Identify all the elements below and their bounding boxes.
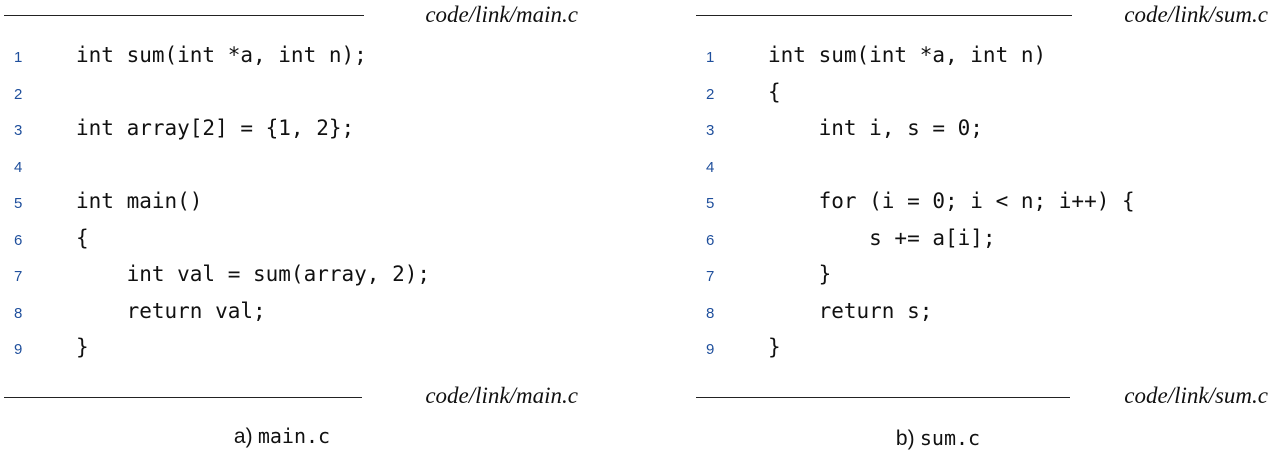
code-line: 7 }: [692, 259, 1268, 296]
caption-label: b): [895, 427, 915, 450]
line-number: 3: [706, 122, 715, 139]
line-number: 9: [14, 341, 23, 358]
line-number: 5: [706, 195, 715, 212]
code-text: int val = sum(array, 2);: [76, 262, 431, 286]
caption-label: a): [233, 425, 253, 448]
code-line: 2 {: [692, 77, 1268, 114]
code-line: 3 int array[2] = {1, 2};: [0, 113, 578, 150]
code-text: for (i = 0; i < n; i++) {: [768, 189, 1135, 213]
header-file-path: code/link/sum.c: [1124, 2, 1268, 27]
code-text: int i, s = 0;: [768, 116, 983, 140]
code-line: 5 for (i = 0; i < n; i++) {: [692, 186, 1268, 223]
footer-rule: [4, 397, 362, 398]
line-number: 6: [706, 231, 715, 249]
line-number: 5: [14, 195, 23, 212]
code-text: int sum(int *a, int n): [768, 43, 1047, 67]
listing-footer: code/link/sum.c: [692, 378, 1268, 412]
caption-filename: main.c: [257, 424, 331, 448]
code-line: 9 }: [0, 332, 578, 369]
line-number: 4: [706, 158, 715, 176]
code-line: 6 s += a[i];: [692, 223, 1268, 260]
code-line: 5 int main(): [0, 186, 578, 223]
code-text: return val;: [76, 298, 266, 323]
code-text: return s;: [768, 298, 933, 323]
listing-header: code/link/main.c: [0, 0, 578, 34]
line-number: 7: [14, 268, 23, 285]
header-rule: [4, 15, 364, 16]
code-line: 1 int sum(int *a, int n);: [0, 40, 578, 77]
line-number: 1: [14, 49, 23, 66]
code-line: 1 int sum(int *a, int n): [692, 40, 1268, 77]
line-number: 1: [706, 49, 715, 66]
listing-header: code/link/sum.c: [692, 0, 1268, 34]
code-text: s += a[i];: [768, 225, 996, 250]
caption-filename: sum.c: [919, 426, 981, 450]
line-number: 3: [14, 122, 23, 139]
code-text: {: [768, 79, 781, 104]
code-text: }: [768, 335, 781, 359]
code-text: int array[2] = {1, 2};: [76, 116, 355, 140]
code-line: 3 int i, s = 0;: [692, 113, 1268, 150]
footer-file-path: code/link/sum.c: [1124, 383, 1268, 408]
listing-footer: code/link/main.c: [0, 378, 578, 412]
code-text: int sum(int *a, int n);: [76, 43, 367, 67]
footer-rule: [696, 397, 1070, 398]
code-line: 4: [0, 150, 578, 187]
line-number: 7: [706, 268, 715, 285]
code-line: 7 int val = sum(array, 2);: [0, 259, 578, 296]
line-number: 8: [14, 304, 23, 322]
code-text: {: [76, 225, 89, 250]
header-rule: [696, 15, 1072, 16]
line-number: 6: [14, 231, 23, 249]
line-number: 9: [706, 341, 715, 358]
code-listing: 1 int sum(int *a, int n); 2 3 int array[…: [0, 40, 578, 369]
figure-caption: a) main.c: [0, 424, 571, 449]
line-number: 8: [706, 304, 715, 322]
code-line: 8 return s;: [692, 296, 1268, 333]
header-file-path: code/link/main.c: [425, 2, 578, 27]
code-listing: 1 int sum(int *a, int n) 2 { 3 int i, s …: [692, 40, 1268, 369]
code-line: 4: [692, 150, 1268, 187]
line-number: 2: [14, 85, 23, 103]
line-number: 4: [14, 158, 23, 176]
footer-file-path: code/link/main.c: [425, 383, 578, 408]
code-text: }: [768, 262, 832, 286]
code-line: 9 }: [692, 332, 1268, 369]
code-line: 6 {: [0, 223, 578, 260]
line-number: 2: [706, 85, 715, 103]
figure-caption: b) sum.c: [650, 426, 1226, 451]
code-line: 8 return val;: [0, 296, 578, 333]
code-line: 2: [0, 77, 578, 114]
code-text: }: [76, 335, 89, 359]
code-text: int main(): [76, 189, 203, 213]
